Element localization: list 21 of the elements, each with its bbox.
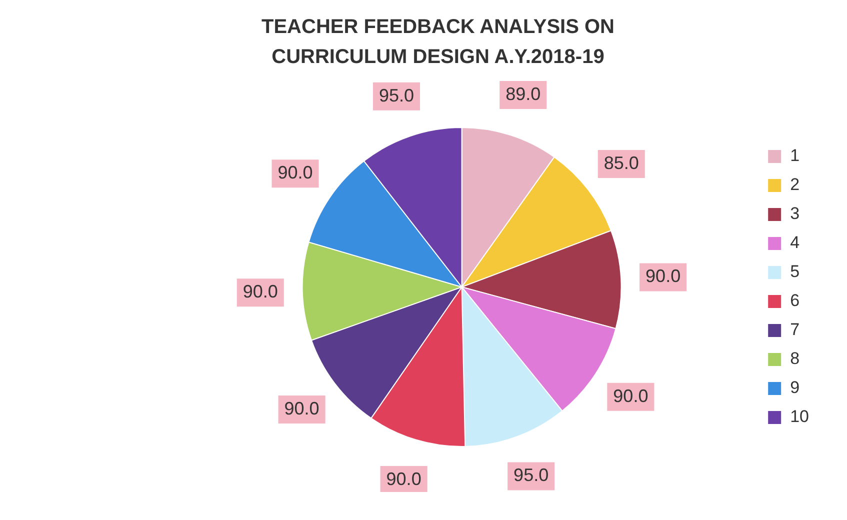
- legend-label: 9: [790, 378, 800, 398]
- legend-label: 6: [790, 291, 800, 310]
- data-label: 89.0: [506, 84, 541, 104]
- data-label: 90.0: [278, 162, 313, 183]
- data-label: 90.0: [613, 386, 648, 406]
- legend-label: 5: [790, 262, 800, 282]
- data-label: 85.0: [604, 152, 639, 173]
- data-label: 95.0: [514, 465, 549, 486]
- data-label: 95.0: [378, 85, 414, 106]
- legend-label: 3: [790, 204, 800, 224]
- legend-label: 10: [790, 407, 810, 426]
- legend-label: 1: [790, 146, 800, 166]
- legend-label: 8: [790, 349, 800, 368]
- data-label: 90.0: [284, 398, 320, 418]
- legend-label: 4: [790, 233, 800, 252]
- legend-label: 7: [790, 320, 800, 340]
- data-label: 90.0: [242, 282, 278, 302]
- legend-label: 2: [790, 175, 800, 194]
- data-label: 90.0: [386, 468, 422, 489]
- chart-title: TEACHER FEEDBACK ANALYSIS ON CURRICULUM DESIGN A.Y.2018-19: [260, 15, 616, 70]
- data-label: 90.0: [646, 266, 681, 286]
